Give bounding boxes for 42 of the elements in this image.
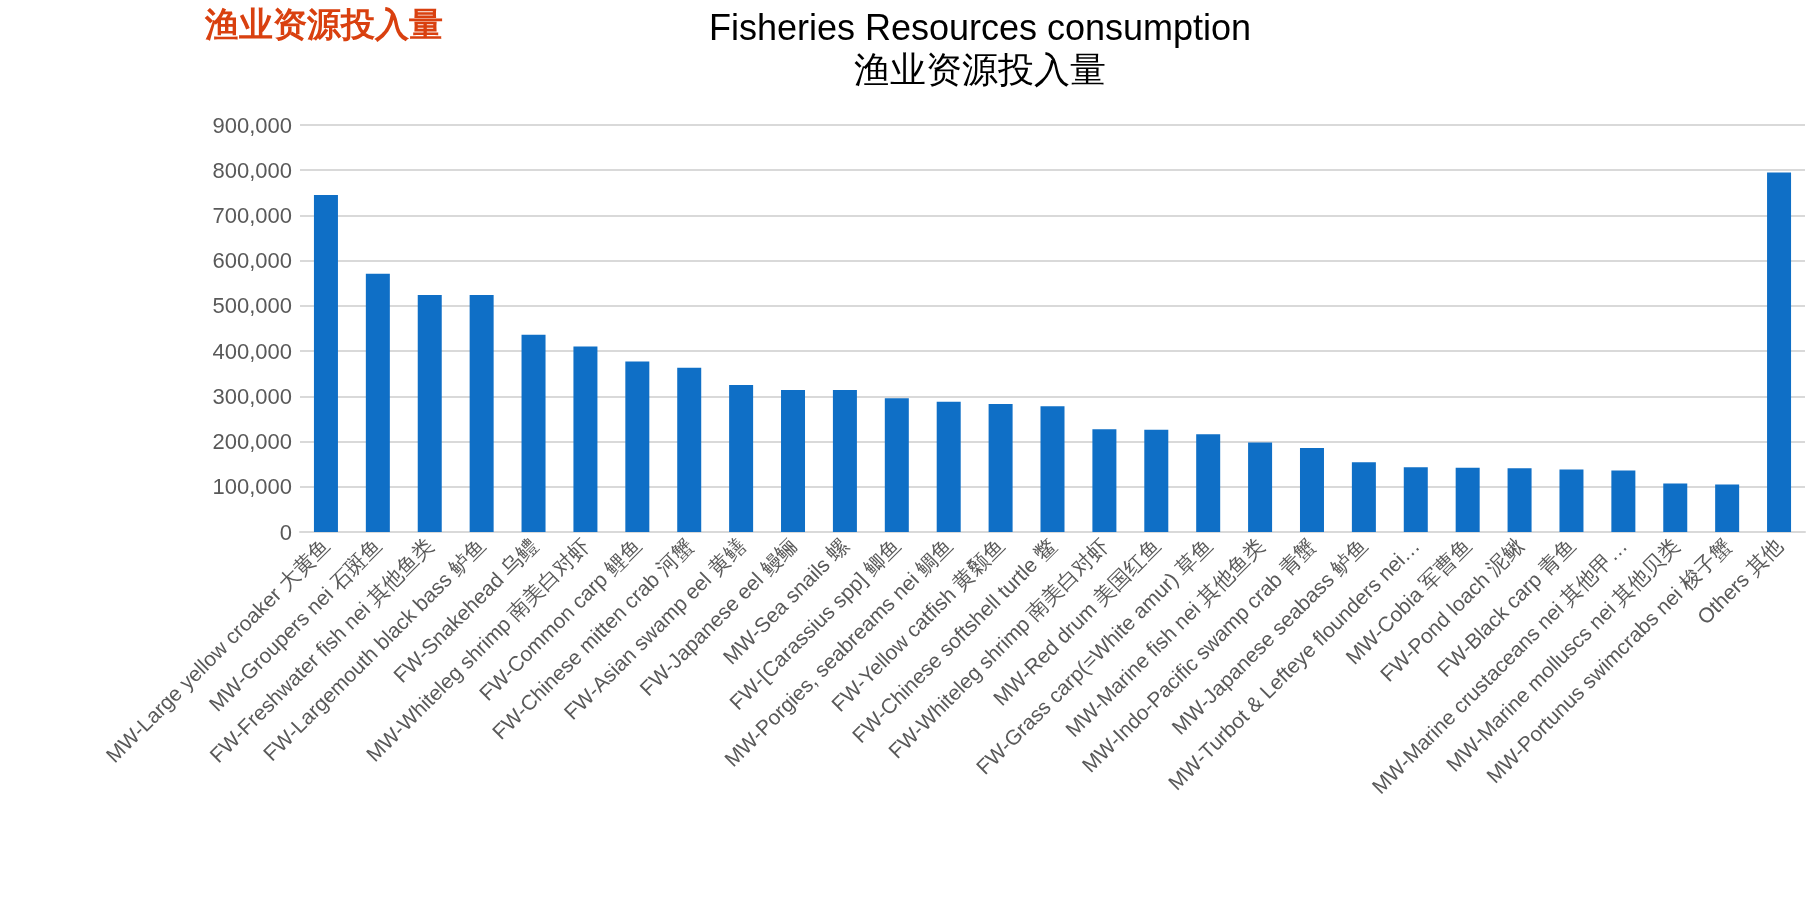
bar xyxy=(1559,469,1584,532)
chart-subtitle: 渔业资源投入量 xyxy=(854,48,1106,90)
bar xyxy=(936,401,961,532)
bar xyxy=(677,367,702,532)
y-tick-label: 400,000 xyxy=(212,338,292,364)
y-tick-label: 800,000 xyxy=(212,157,292,183)
bar xyxy=(1196,434,1221,532)
bar xyxy=(1092,429,1117,532)
text: 渔业资源投入量 xyxy=(205,3,443,46)
bar xyxy=(729,385,754,532)
bar xyxy=(469,295,494,532)
y-tick-label: 900,000 xyxy=(212,112,292,138)
bar xyxy=(988,404,1013,532)
y-tick-label: 500,000 xyxy=(212,293,292,319)
bar xyxy=(884,398,909,532)
bar xyxy=(832,390,857,532)
bar xyxy=(1351,462,1376,532)
y-tick-label: 0 xyxy=(279,519,292,545)
bar xyxy=(1144,429,1169,532)
y-tick-label: 200,000 xyxy=(212,429,292,455)
bar xyxy=(1040,406,1065,532)
bar xyxy=(781,390,806,532)
bar xyxy=(1248,442,1273,532)
bar xyxy=(1611,470,1636,532)
y-tick-label: 600,000 xyxy=(212,248,292,274)
bar xyxy=(1507,468,1532,532)
bar xyxy=(1767,172,1792,532)
bar xyxy=(1663,483,1688,532)
bar xyxy=(1403,467,1428,532)
bar xyxy=(313,195,338,532)
bar xyxy=(521,334,546,532)
y-tick-label: 300,000 xyxy=(212,383,292,409)
bar xyxy=(417,295,442,532)
bar xyxy=(1715,484,1740,532)
bar xyxy=(365,273,390,532)
y-tick-label: 100,000 xyxy=(212,474,292,500)
bar xyxy=(1299,447,1324,532)
bar xyxy=(1455,467,1480,532)
bar xyxy=(625,361,650,532)
y-tick-label: 700,000 xyxy=(212,202,292,228)
bar xyxy=(573,346,598,532)
chart-title: Fisheries Resources consumption xyxy=(708,6,1252,48)
